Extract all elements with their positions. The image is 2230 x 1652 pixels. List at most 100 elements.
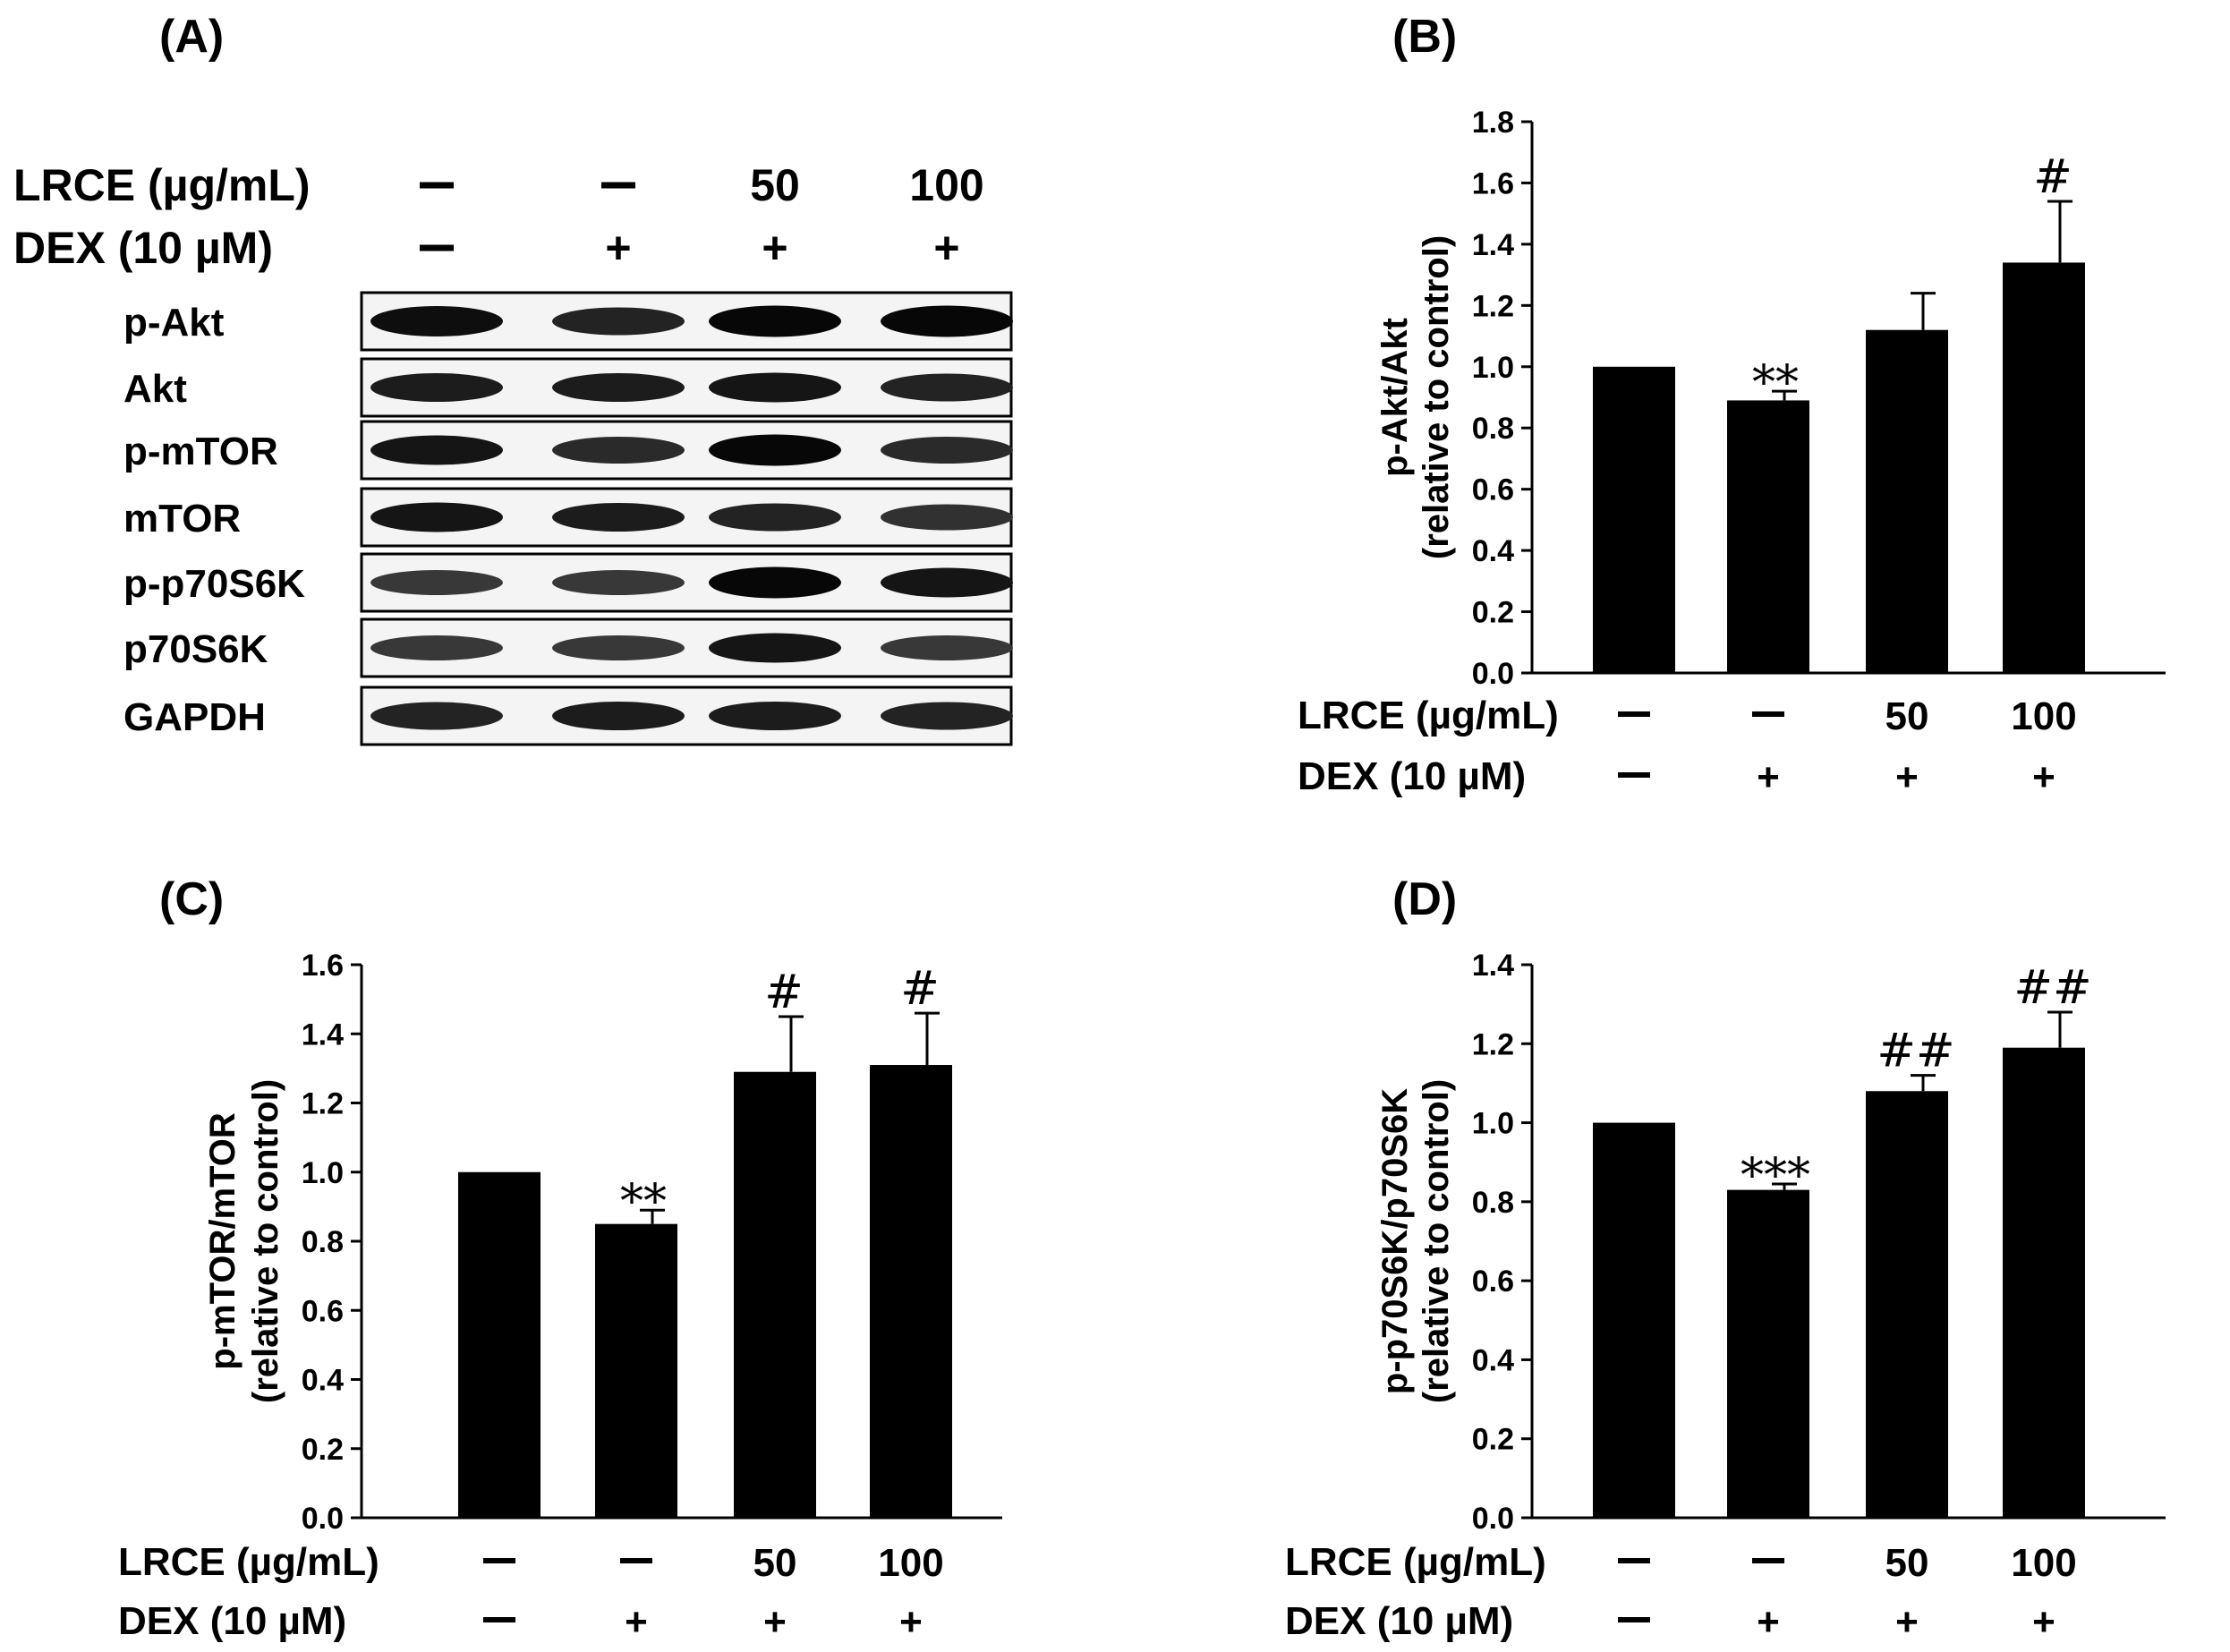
- x-row-label-lrce: LRCE (µg/mL): [1285, 1540, 1546, 1584]
- y-tick-label: 0.0: [1472, 1502, 1514, 1536]
- significance-annotation: **: [620, 1175, 667, 1229]
- blot-row-label: GAPDH: [123, 695, 266, 739]
- blot-row-label: p70S6K: [123, 627, 268, 671]
- y-axis-subtitle: (relative to control): [246, 1079, 285, 1403]
- x-row-label-lrce: LRCE (µg/mL): [1298, 694, 1559, 737]
- x-dex-value: +: [625, 1600, 648, 1644]
- chart-b: 0.0 0.2 0.4 0.6 0.8 1.0 1.2 1.4 1.6 1.8 p-Akt/Akt(…: [1298, 106, 2166, 799]
- y-axis-title: p-mTOR/mTOR: [203, 1112, 243, 1370]
- blot-band: [709, 434, 841, 466]
- bar: [870, 1065, 952, 1518]
- blot-lrce-value: 100: [909, 160, 983, 210]
- x-lrce-value: [1618, 711, 1650, 717]
- blot-band: [881, 437, 1013, 464]
- blot-band: [709, 633, 841, 663]
- x-lrce-value: [483, 1558, 515, 1563]
- y-tick-label: 1.2: [1472, 289, 1514, 323]
- y-tick-label: 0.2: [302, 1433, 344, 1467]
- bar: [595, 1223, 677, 1518]
- x-dex-value: [1618, 1617, 1650, 1622]
- y-tick-label: 0.0: [302, 1502, 344, 1536]
- chart-d: 0.0 0.2 0.4 0.6 0.8 1.0 1.2 1.4 p-p70S6K/p70S6K(…: [1285, 949, 2166, 1644]
- blot-condition-header: LRCE (µg/mL) DEX (10 µM) 50 100 + + +: [13, 160, 984, 273]
- blot-band: [552, 437, 685, 464]
- bar: [1727, 400, 1809, 673]
- blot-band: [552, 570, 685, 595]
- blot-band: [370, 635, 503, 660]
- y-tick-label: 0.2: [1472, 596, 1514, 630]
- y-tick-label: 0.8: [1472, 1186, 1514, 1220]
- x-dex-value: [483, 1617, 515, 1622]
- x-dex-value: +: [2032, 755, 2056, 799]
- panel-label-a: (A): [159, 11, 224, 63]
- blot-band: [709, 305, 841, 337]
- y-tick-label: 1.0: [1472, 351, 1514, 385]
- blot-band: [881, 702, 1013, 730]
- blot-dex-value: +: [933, 223, 959, 273]
- y-tick-label: 1.4: [302, 1018, 344, 1052]
- x-lrce-value: [620, 1558, 652, 1563]
- y-tick-label: 0.6: [1472, 1265, 1514, 1299]
- x-lrce-value: 50: [753, 1541, 797, 1585]
- x-dex-value: +: [2032, 1600, 2056, 1644]
- y-tick-label: 1.2: [302, 1087, 344, 1121]
- blot-row-label: p-mTOR: [123, 430, 278, 473]
- x-lrce-value: [1618, 1558, 1650, 1563]
- x-dex-value: +: [1895, 755, 1919, 799]
- x-row-label-dex: DEX (10 µM): [1285, 1599, 1513, 1643]
- x-dex-value: +: [1757, 1600, 1780, 1644]
- significance-annotation: **: [1752, 356, 1799, 410]
- x-row-label-dex: DEX (10 µM): [1298, 754, 1526, 798]
- y-tick-label: 0.6: [302, 1294, 344, 1328]
- panel-label-b: (B): [1392, 11, 1457, 63]
- x-lrce-value: 100: [2011, 694, 2076, 738]
- panel-label-d: (D): [1392, 873, 1457, 925]
- y-tick-label: 0.4: [1472, 534, 1514, 568]
- y-tick-label: 0.6: [1472, 473, 1514, 507]
- significance-annotation: #: [2033, 150, 2073, 204]
- blot-band: [552, 373, 685, 402]
- bar: [734, 1071, 816, 1518]
- blot-band: [370, 435, 503, 465]
- chart-c: 0.0 0.2 0.4 0.6 0.8 1.0 1.2 1.4 1.6 p-mTOR/mTOR (r…: [118, 949, 1002, 1644]
- y-axis-subtitle: (relative to control): [1417, 1079, 1456, 1403]
- blot-band: [709, 372, 841, 403]
- western-blot: p-Akt Akt p-mTOR mTOR p-p70S6K p70S6K GAPDH: [123, 291, 1013, 746]
- y-tick-label: 0.8: [1472, 412, 1514, 446]
- blot-band: [881, 567, 1013, 598]
- blot-band: [370, 702, 503, 730]
- bar: [1593, 1122, 1675, 1518]
- y-tick-label: 0.4: [1472, 1343, 1514, 1377]
- blot-lrce-value: [420, 182, 454, 189]
- blot-band: [552, 307, 685, 336]
- x-dex-value: +: [1895, 1600, 1919, 1644]
- blot-dex-label: DEX (10 µM): [13, 223, 273, 273]
- y-tick-label: 1.0: [1472, 1107, 1514, 1141]
- blot-lrce-label: LRCE (µg/mL): [13, 160, 311, 210]
- significance-annotation: ##: [1877, 1025, 1954, 1078]
- bar: [2003, 262, 2085, 673]
- y-axis-title: p-p70S6K/p70S6K: [1375, 1088, 1415, 1394]
- x-row-label-lrce: LRCE (µg/mL): [118, 1540, 379, 1584]
- blot-band: [370, 502, 503, 532]
- x-dex-value: +: [899, 1600, 923, 1644]
- blot-band: [552, 635, 685, 660]
- x-dex-value: +: [763, 1600, 787, 1644]
- y-tick-label: 0.2: [1472, 1423, 1514, 1457]
- y-tick-label: 1.6: [1472, 166, 1514, 200]
- y-tick-label: 1.0: [302, 1156, 344, 1190]
- blot-lrce-value: 50: [750, 160, 800, 210]
- bar: [1866, 329, 1948, 673]
- blot-row-label: mTOR: [123, 497, 241, 541]
- blot-band: [370, 373, 503, 402]
- blot-dex-value: [420, 244, 454, 251]
- x-lrce-value: 50: [1885, 694, 1929, 738]
- x-lrce-value: 50: [1885, 1541, 1929, 1585]
- y-axis-title: p-Akt/Akt: [1375, 318, 1415, 477]
- significance-annotation: #: [764, 966, 804, 1019]
- blot-band: [709, 503, 841, 532]
- x-lrce-value: [1752, 711, 1784, 717]
- x-dex-value: [1618, 772, 1650, 778]
- blot-band: [370, 570, 503, 595]
